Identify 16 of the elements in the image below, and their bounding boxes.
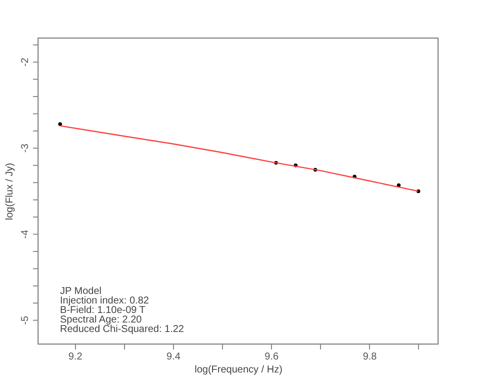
x-tick-label: 9.4 bbox=[166, 352, 181, 362]
x-tick-label: 9.6 bbox=[264, 352, 280, 362]
annotation: Injection index: 0.82 bbox=[60, 296, 150, 306]
y-tick-label: -5 bbox=[20, 315, 31, 325]
x-axis-title: log(Frequency / Hz) bbox=[194, 364, 282, 376]
annotation: B-Field: 1.10e-09 T bbox=[60, 305, 146, 316]
x-tick-label: 9.8 bbox=[362, 352, 378, 362]
annotation: Spectral Age: 2.20 bbox=[60, 314, 142, 326]
annotation: Reduced Chi-Squared: 1.22 bbox=[60, 324, 184, 335]
y-tick-label: -4 bbox=[20, 229, 31, 239]
y-tick-label: -2 bbox=[20, 57, 31, 67]
y-tick-label: -3 bbox=[20, 143, 31, 153]
x-tick-label: 9.2 bbox=[68, 352, 83, 362]
y-axis-title: log(Flux / Jy) bbox=[4, 162, 16, 220]
annotation: JP Model bbox=[60, 286, 102, 297]
point bbox=[58, 122, 62, 126]
